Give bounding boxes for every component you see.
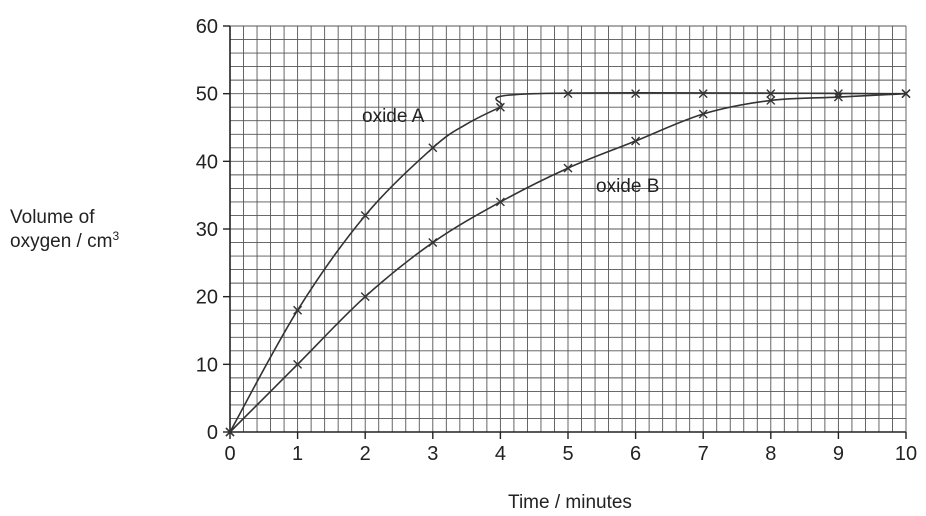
x-tick-label: 7 xyxy=(698,443,709,465)
data-point-marker xyxy=(225,427,235,437)
marker-stroke xyxy=(833,92,843,102)
grid xyxy=(229,25,907,433)
data-point-marker xyxy=(495,197,505,207)
series-layer xyxy=(225,89,911,437)
marker-stroke xyxy=(360,292,370,302)
y-tick-label: 0 xyxy=(207,422,218,444)
series-label-oxide-b: oxide B xyxy=(596,176,659,197)
data-point-marker xyxy=(698,89,708,99)
marker-stroke xyxy=(428,238,438,248)
series-line-0 xyxy=(229,91,907,433)
data-point-marker xyxy=(698,109,708,119)
y-tick-label: 10 xyxy=(196,354,218,376)
marker-stroke xyxy=(360,210,370,220)
y-axis-label-line2: oxygen / cm xyxy=(10,231,112,252)
y-tick-label: 50 xyxy=(196,84,218,106)
y-axis-label: Volume of xyxy=(10,207,95,228)
tick-labels: 0 10 20 30 40 50 60 0 1 2 3 4 5 6 7 8 9 10 xyxy=(196,16,917,465)
data-point-marker xyxy=(631,136,641,146)
marker-stroke xyxy=(833,89,843,99)
data-point-marker xyxy=(901,89,911,99)
marker-stroke xyxy=(428,143,438,153)
marker-stroke xyxy=(631,136,641,146)
marker-stroke xyxy=(495,197,505,207)
y-axis-label-line1: Volume of xyxy=(10,207,95,228)
y-tick-label: 30 xyxy=(196,219,218,241)
x-tick-label: 3 xyxy=(427,443,438,465)
data-point-marker xyxy=(563,89,573,99)
marker-stroke xyxy=(563,163,573,173)
data-point-marker xyxy=(428,238,438,248)
marker-stroke xyxy=(698,109,708,119)
y-axis-unit-superscript: 3 xyxy=(112,229,119,243)
x-axis-label: Time / minutes xyxy=(508,492,632,513)
marker-stroke xyxy=(293,359,303,369)
data-point-marker xyxy=(293,305,303,315)
x-tick-label: 4 xyxy=(495,443,506,465)
marker-stroke xyxy=(766,95,776,105)
data-point-marker xyxy=(766,95,776,105)
marker-stroke xyxy=(698,89,708,99)
marker-stroke xyxy=(631,89,641,99)
x-tick-label: 6 xyxy=(630,443,641,465)
data-point-marker xyxy=(428,143,438,153)
axes xyxy=(223,25,907,439)
data-point-marker xyxy=(833,92,843,102)
x-tick-label: 8 xyxy=(765,443,776,465)
data-point-marker xyxy=(293,359,303,369)
x-tick-label: 1 xyxy=(292,443,303,465)
x-tick-label: 9 xyxy=(833,443,844,465)
marker-stroke xyxy=(901,89,911,99)
y-tick-label: 60 xyxy=(196,16,218,38)
data-point-marker xyxy=(766,89,776,99)
x-tick-label: 0 xyxy=(224,443,235,465)
y-axis-label-2: oxygen / cm3 xyxy=(10,229,119,252)
marker-stroke xyxy=(293,305,303,315)
marker-stroke xyxy=(225,427,235,437)
x-tick-label: 10 xyxy=(895,443,917,465)
y-tick-label: 40 xyxy=(196,151,218,173)
x-tick-label: 2 xyxy=(360,443,371,465)
marker-stroke xyxy=(495,102,505,112)
series-label-oxide-a: oxide A xyxy=(362,106,425,127)
data-point-marker xyxy=(360,210,370,220)
data-point-marker xyxy=(360,292,370,302)
series-line-1 xyxy=(229,92,907,433)
data-point-marker xyxy=(563,163,573,173)
marker-stroke xyxy=(766,89,776,99)
y-tick-label: 20 xyxy=(196,287,218,309)
x-tick-label: 5 xyxy=(562,443,573,465)
data-point-marker xyxy=(631,89,641,99)
marker-stroke xyxy=(563,89,573,99)
data-point-marker xyxy=(495,102,505,112)
